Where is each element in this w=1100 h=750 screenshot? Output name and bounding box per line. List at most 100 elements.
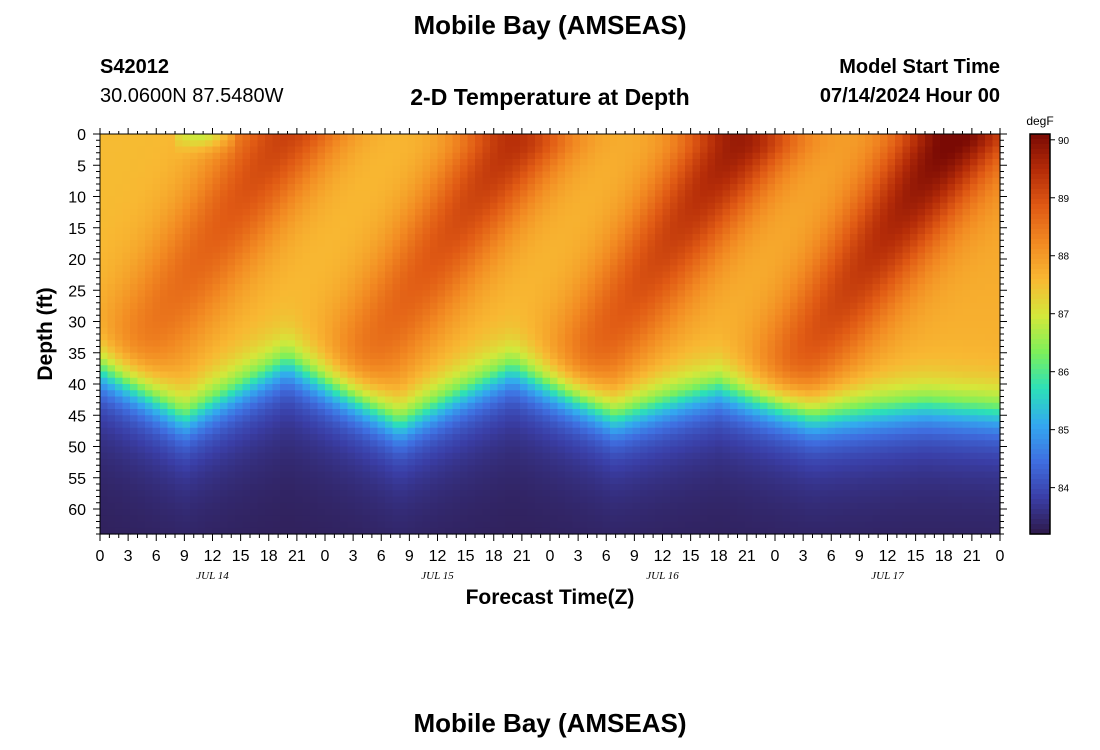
heatmap-cell <box>137 184 146 191</box>
heatmap-cell <box>137 440 146 448</box>
heatmap-cell <box>520 496 529 504</box>
heatmap-cell <box>452 415 461 423</box>
heatmap-cell <box>325 471 334 479</box>
heatmap-cell <box>640 327 649 335</box>
heatmap-cell <box>467 327 476 335</box>
heatmap-cell <box>197 321 206 329</box>
heatmap-cell <box>655 521 664 529</box>
heatmap-cell <box>565 277 574 285</box>
heatmap-cell <box>220 384 229 391</box>
heatmap-cell <box>347 252 356 260</box>
heatmap-cell <box>340 252 349 260</box>
heatmap-cell <box>520 427 529 435</box>
heatmap-cell <box>452 140 461 148</box>
heatmap-cell <box>430 490 439 498</box>
heatmap-cell <box>467 177 476 185</box>
heatmap-cell <box>587 477 596 485</box>
heatmap-cell <box>520 227 529 235</box>
heatmap-cell <box>160 252 169 260</box>
heatmap-cell <box>647 309 656 316</box>
heatmap-cell <box>565 134 574 141</box>
heatmap-cell <box>602 140 611 148</box>
heatmap-cell <box>527 221 536 229</box>
heatmap-cell <box>250 234 259 241</box>
heatmap-cell <box>392 365 401 373</box>
heatmap-cell <box>610 140 619 148</box>
heatmap-cell <box>175 521 184 529</box>
heatmap-cell <box>505 421 514 429</box>
heatmap-cell <box>662 215 671 223</box>
heatmap-cell <box>242 140 251 148</box>
heatmap-cell <box>287 409 296 416</box>
heatmap-cell <box>235 402 244 410</box>
heatmap-cell <box>317 377 326 385</box>
heatmap-cell <box>227 402 236 410</box>
heatmap-cell <box>167 146 176 154</box>
heatmap-cell <box>617 159 626 166</box>
heatmap-cell <box>490 265 499 273</box>
heatmap-cell <box>272 159 281 166</box>
heatmap-cell <box>497 421 506 429</box>
heatmap-cell <box>100 177 109 185</box>
heatmap-cell <box>497 477 506 485</box>
heatmap-cell <box>287 146 296 154</box>
heatmap-cell <box>227 134 236 141</box>
heatmap-cell <box>100 259 109 266</box>
heatmap-cell <box>100 515 109 523</box>
heatmap-cell <box>280 402 289 410</box>
heatmap-cell <box>272 234 281 241</box>
heatmap-cell <box>460 459 469 466</box>
heatmap-cell <box>385 284 394 291</box>
heatmap-cell <box>242 502 251 510</box>
heatmap-cell <box>475 359 484 366</box>
heatmap-cell <box>302 302 311 310</box>
heatmap-cell <box>497 146 506 154</box>
heatmap-cell <box>400 309 409 316</box>
heatmap-cell <box>430 234 439 241</box>
heatmap-cell <box>325 259 334 266</box>
heatmap-cell <box>122 377 131 385</box>
heatmap-cell <box>175 315 184 323</box>
heatmap-cell <box>205 284 214 291</box>
heatmap-cell <box>160 152 169 160</box>
heatmap-cell <box>107 477 116 485</box>
heatmap-cell <box>362 152 371 160</box>
heatmap-cell <box>565 259 574 266</box>
heatmap-cell <box>212 459 221 466</box>
heatmap-cell <box>625 402 634 410</box>
heatmap-cell <box>190 384 199 391</box>
heatmap-cell <box>302 140 311 148</box>
heatmap-cell <box>452 215 461 223</box>
heatmap-cell <box>145 452 154 460</box>
heatmap-cell <box>572 296 581 304</box>
heatmap-cell <box>595 209 604 216</box>
heatmap-cell <box>152 302 161 310</box>
heatmap-cell <box>370 234 379 241</box>
heatmap-cell <box>362 484 371 491</box>
heatmap-cell <box>280 390 289 398</box>
heatmap-cell <box>242 302 251 310</box>
heatmap-cell <box>137 352 146 360</box>
heatmap-cell <box>385 334 394 341</box>
heatmap-cell <box>197 521 206 529</box>
heatmap-cell <box>167 202 176 210</box>
heatmap-cell <box>272 227 281 235</box>
heatmap-cell <box>317 465 326 473</box>
heatmap-cell <box>332 390 341 398</box>
heatmap-cell <box>550 346 559 354</box>
heatmap-cell <box>355 327 364 335</box>
heatmap-cell <box>302 340 311 348</box>
heatmap-cell <box>325 190 334 198</box>
heatmap-cell <box>340 371 349 379</box>
heatmap-cell <box>377 146 386 154</box>
heatmap-cell <box>475 177 484 185</box>
heatmap-cell <box>197 359 206 366</box>
heatmap-cell <box>610 284 619 291</box>
heatmap-cell <box>422 196 431 204</box>
heatmap-cell <box>610 234 619 241</box>
heatmap-cell <box>437 471 446 479</box>
heatmap-cell <box>265 252 274 260</box>
heatmap-cell <box>572 252 581 260</box>
heatmap-cell <box>415 202 424 210</box>
heatmap-cell <box>662 515 671 523</box>
